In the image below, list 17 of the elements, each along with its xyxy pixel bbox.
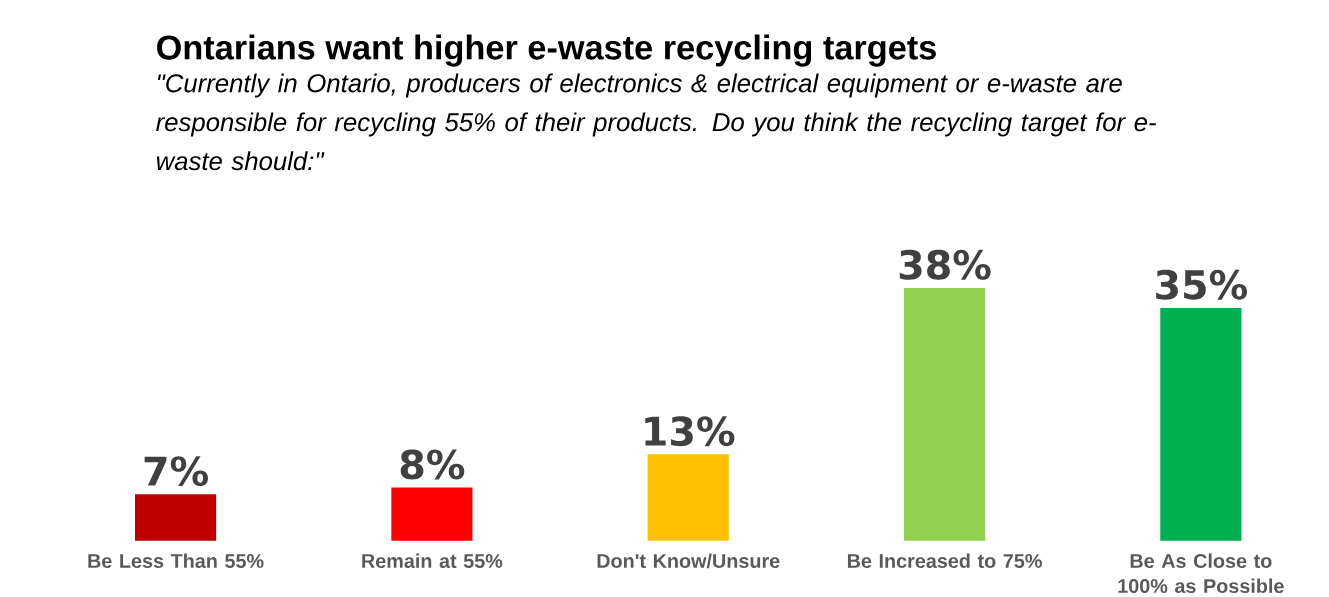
- bar: [1160, 307, 1242, 541]
- data-label: 8%: [400, 449, 465, 480]
- bar: [391, 487, 473, 541]
- data-label: 35%: [1156, 269, 1247, 300]
- data-label: 38%: [899, 249, 991, 280]
- data-label: 13%: [645, 415, 735, 446]
- x-tick-label: Be Increased to 75%: [847, 553, 1042, 568]
- bar: [135, 494, 217, 541]
- x-tick-label: Be Less Than 55%: [88, 553, 264, 568]
- bar: [903, 287, 986, 541]
- x-tick-label: Be As Close to 100% as Possible: [1118, 553, 1284, 593]
- bar: [647, 454, 729, 541]
- data-label: 7%: [144, 455, 208, 486]
- chart-subtitle: "Currently in Ontario, producers of electronics & electrical equipment or e-waste are responsible for recycling 55% of their products. Do you think the recycling target for e-waste should:": [156, 73, 1156, 171]
- x-tick-label: Remain at 55%: [362, 553, 503, 568]
- chart-title: Ontarians want higher e-waste recycling targets: [157, 34, 936, 67]
- x-tick-label: Don't Know/Unsure: [597, 553, 780, 568]
